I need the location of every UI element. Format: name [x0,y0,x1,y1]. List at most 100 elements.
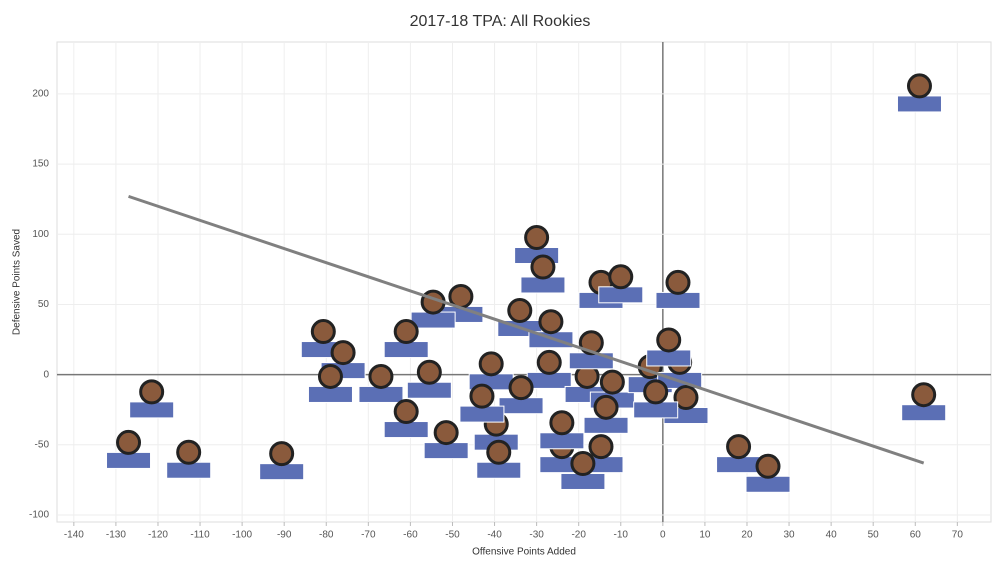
head [599,369,625,395]
player-point [583,394,629,434]
x-tick-label: -140 [64,530,84,541]
head [317,363,343,389]
head [269,441,295,467]
head [310,319,336,345]
y-tick-label: -50 [35,439,50,450]
head [524,225,550,251]
player-point [358,363,404,403]
player-point [598,264,644,304]
player-point [406,359,452,399]
y-tick-label: 0 [43,369,49,380]
player-point [655,269,701,309]
head [643,379,669,405]
x-tick-label: -60 [403,530,418,541]
head [393,399,419,425]
x-axis-title: Offensive Points Added [472,547,576,558]
x-tick-label: -100 [232,530,252,541]
head [433,420,459,446]
player-point [901,382,947,422]
x-tick-label: -20 [571,530,586,541]
head [656,327,682,353]
chart-title: 2017-18 TPA: All Rookies [410,13,591,30]
head [593,394,619,420]
head [478,351,504,377]
y-tick-label: 100 [32,229,49,240]
player-point [497,297,543,337]
player-point [307,363,353,403]
x-tick-label: -110 [190,530,210,541]
x-tick-label: -80 [319,530,334,541]
head [665,269,691,295]
x-tick-label: -40 [487,530,502,541]
player-point [423,420,469,460]
player-point [129,379,175,419]
y-tick-label: 150 [32,159,49,170]
x-tick-label: -90 [277,530,292,541]
head [416,359,442,385]
player-point [383,319,429,359]
x-tick-label: -70 [361,530,376,541]
head [588,434,614,460]
head [673,385,699,411]
trend-line [128,194,925,465]
player-point [539,410,585,450]
player-point [520,254,566,294]
x-tick-label: -30 [529,530,544,541]
player-point [106,429,152,469]
player-point [459,383,505,423]
y-tick-label: 200 [32,89,49,100]
x-tick-label: 50 [868,530,880,541]
head [469,383,495,409]
y-tick-label: 50 [38,299,50,310]
player-point [560,450,606,490]
player-point [745,453,791,493]
head [508,375,534,401]
player-point [716,434,762,474]
head [116,429,142,455]
head [139,379,165,405]
head [536,349,562,375]
player-point [259,441,305,481]
head [486,439,512,465]
head [176,439,202,465]
head [368,363,394,389]
head [906,73,932,99]
player-point [166,439,212,479]
x-tick-label: -130 [106,530,126,541]
head [530,254,556,280]
player-point [646,327,692,367]
y-axis-title: Defensive Points Saved [12,229,23,335]
player-point [564,363,610,403]
head [726,434,752,460]
head [330,340,356,366]
player-point [468,351,514,391]
player-point [383,399,429,439]
x-tick-label: -10 [614,530,629,541]
player-point [498,375,544,415]
x-tick-label: -120 [148,530,168,541]
x-tick-label: 0 [660,530,666,541]
player-point [633,379,679,419]
head [393,319,419,345]
x-tick-label: 40 [826,530,838,541]
plot-area [56,41,992,523]
y-tick-label: -100 [29,510,49,521]
x-tick-label: 60 [910,530,922,541]
head [911,382,937,408]
head [549,410,575,436]
x-tick-label: -50 [445,530,460,541]
head [538,309,564,335]
head [755,453,781,479]
head [570,450,596,476]
x-tick-label: 30 [783,530,795,541]
x-tick-label: 20 [741,530,753,541]
head [608,264,634,290]
player-point [476,439,522,479]
player-point [896,73,942,113]
head [507,297,533,323]
x-tick-label: 70 [952,530,964,541]
x-tick-label: 10 [699,530,711,541]
player-point [526,349,572,389]
